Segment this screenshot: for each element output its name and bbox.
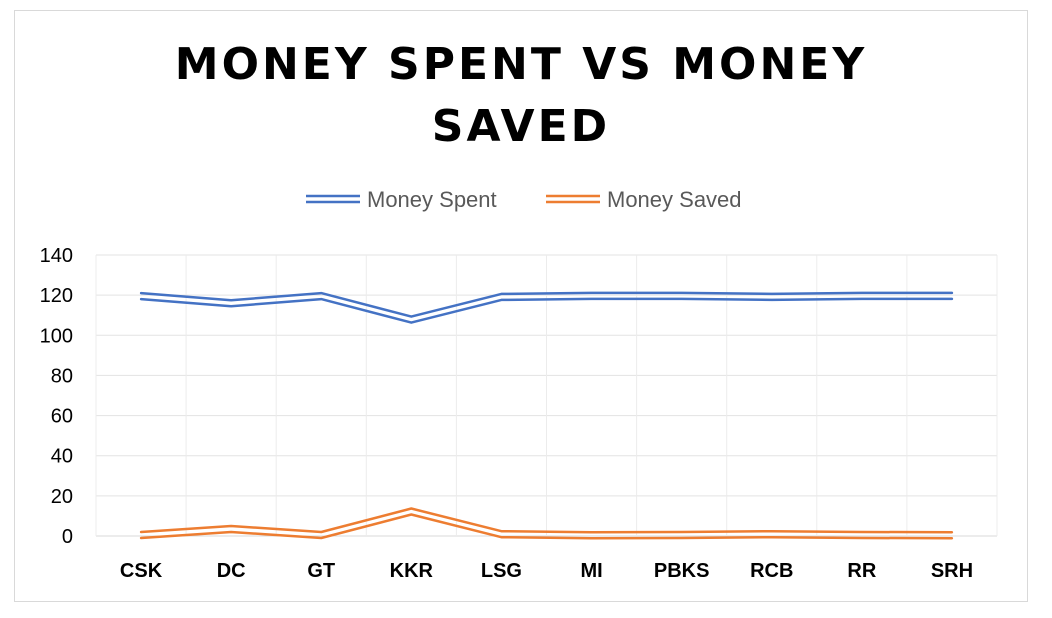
data-point [768, 293, 776, 301]
series-line-0-stroke-1 [139, 297, 954, 324]
data-point [858, 531, 866, 539]
data-point [137, 531, 145, 539]
y-tick-label: 60 [51, 406, 73, 428]
y-tick-label: 40 [51, 446, 73, 468]
x-tick-label: SRH [931, 560, 973, 582]
legend-label: Money Saved [607, 187, 742, 212]
y-tick-label: 100 [40, 325, 73, 347]
chart-title-line-1: MONEY SPENT VS MONEY [175, 39, 867, 90]
data-point [317, 292, 325, 300]
data-point [768, 530, 776, 538]
data-point [497, 530, 505, 538]
series-line-1-stroke-1 [139, 513, 954, 540]
x-tick-label: RR [847, 560, 876, 582]
data-point [497, 293, 505, 301]
series-line-1-stroke-0 [139, 507, 954, 534]
chart-title-line-2: SAVED [432, 101, 610, 152]
data-point [948, 531, 956, 539]
series-line-0-stroke-0 [139, 291, 954, 318]
y-tick-label: 80 [51, 365, 73, 387]
data-point [227, 525, 235, 533]
x-tick-label: CSK [120, 560, 163, 582]
x-tick-label: KKR [390, 560, 434, 582]
data-point [588, 531, 596, 539]
series-lines [137, 291, 956, 540]
x-tick-label: DC [217, 560, 246, 582]
x-tick-label: PBKS [654, 560, 710, 582]
y-tick-label: 140 [40, 245, 73, 267]
data-point [317, 531, 325, 539]
y-tick-label: 0 [62, 526, 73, 548]
data-point [137, 292, 145, 300]
data-point [407, 508, 415, 516]
data-point [407, 316, 415, 324]
data-point [678, 531, 686, 539]
data-point [588, 292, 596, 300]
y-axis-ticks: 0 20 40 60 80 100 120 140 [40, 245, 73, 548]
y-tick-label: 120 [40, 285, 73, 307]
data-point [678, 292, 686, 300]
chart-title: MONEY SPENT VS MONEY SAVED [175, 39, 867, 152]
data-point [948, 292, 956, 300]
x-axis-ticks: CSK DC GT KKR LSG MI PBKS RCB RR SRH [120, 560, 973, 582]
data-point [858, 292, 866, 300]
x-tick-label: LSG [481, 560, 522, 582]
x-tick-label: MI [580, 560, 602, 582]
x-tick-label: GT [307, 560, 335, 582]
x-tick-label: RCB [750, 560, 793, 582]
legend: Money Spent Money Saved [306, 187, 742, 212]
legend-label: Money Spent [367, 187, 497, 212]
data-point [227, 299, 235, 307]
chart-frame [14, 10, 1028, 602]
y-tick-label: 20 [51, 486, 73, 508]
